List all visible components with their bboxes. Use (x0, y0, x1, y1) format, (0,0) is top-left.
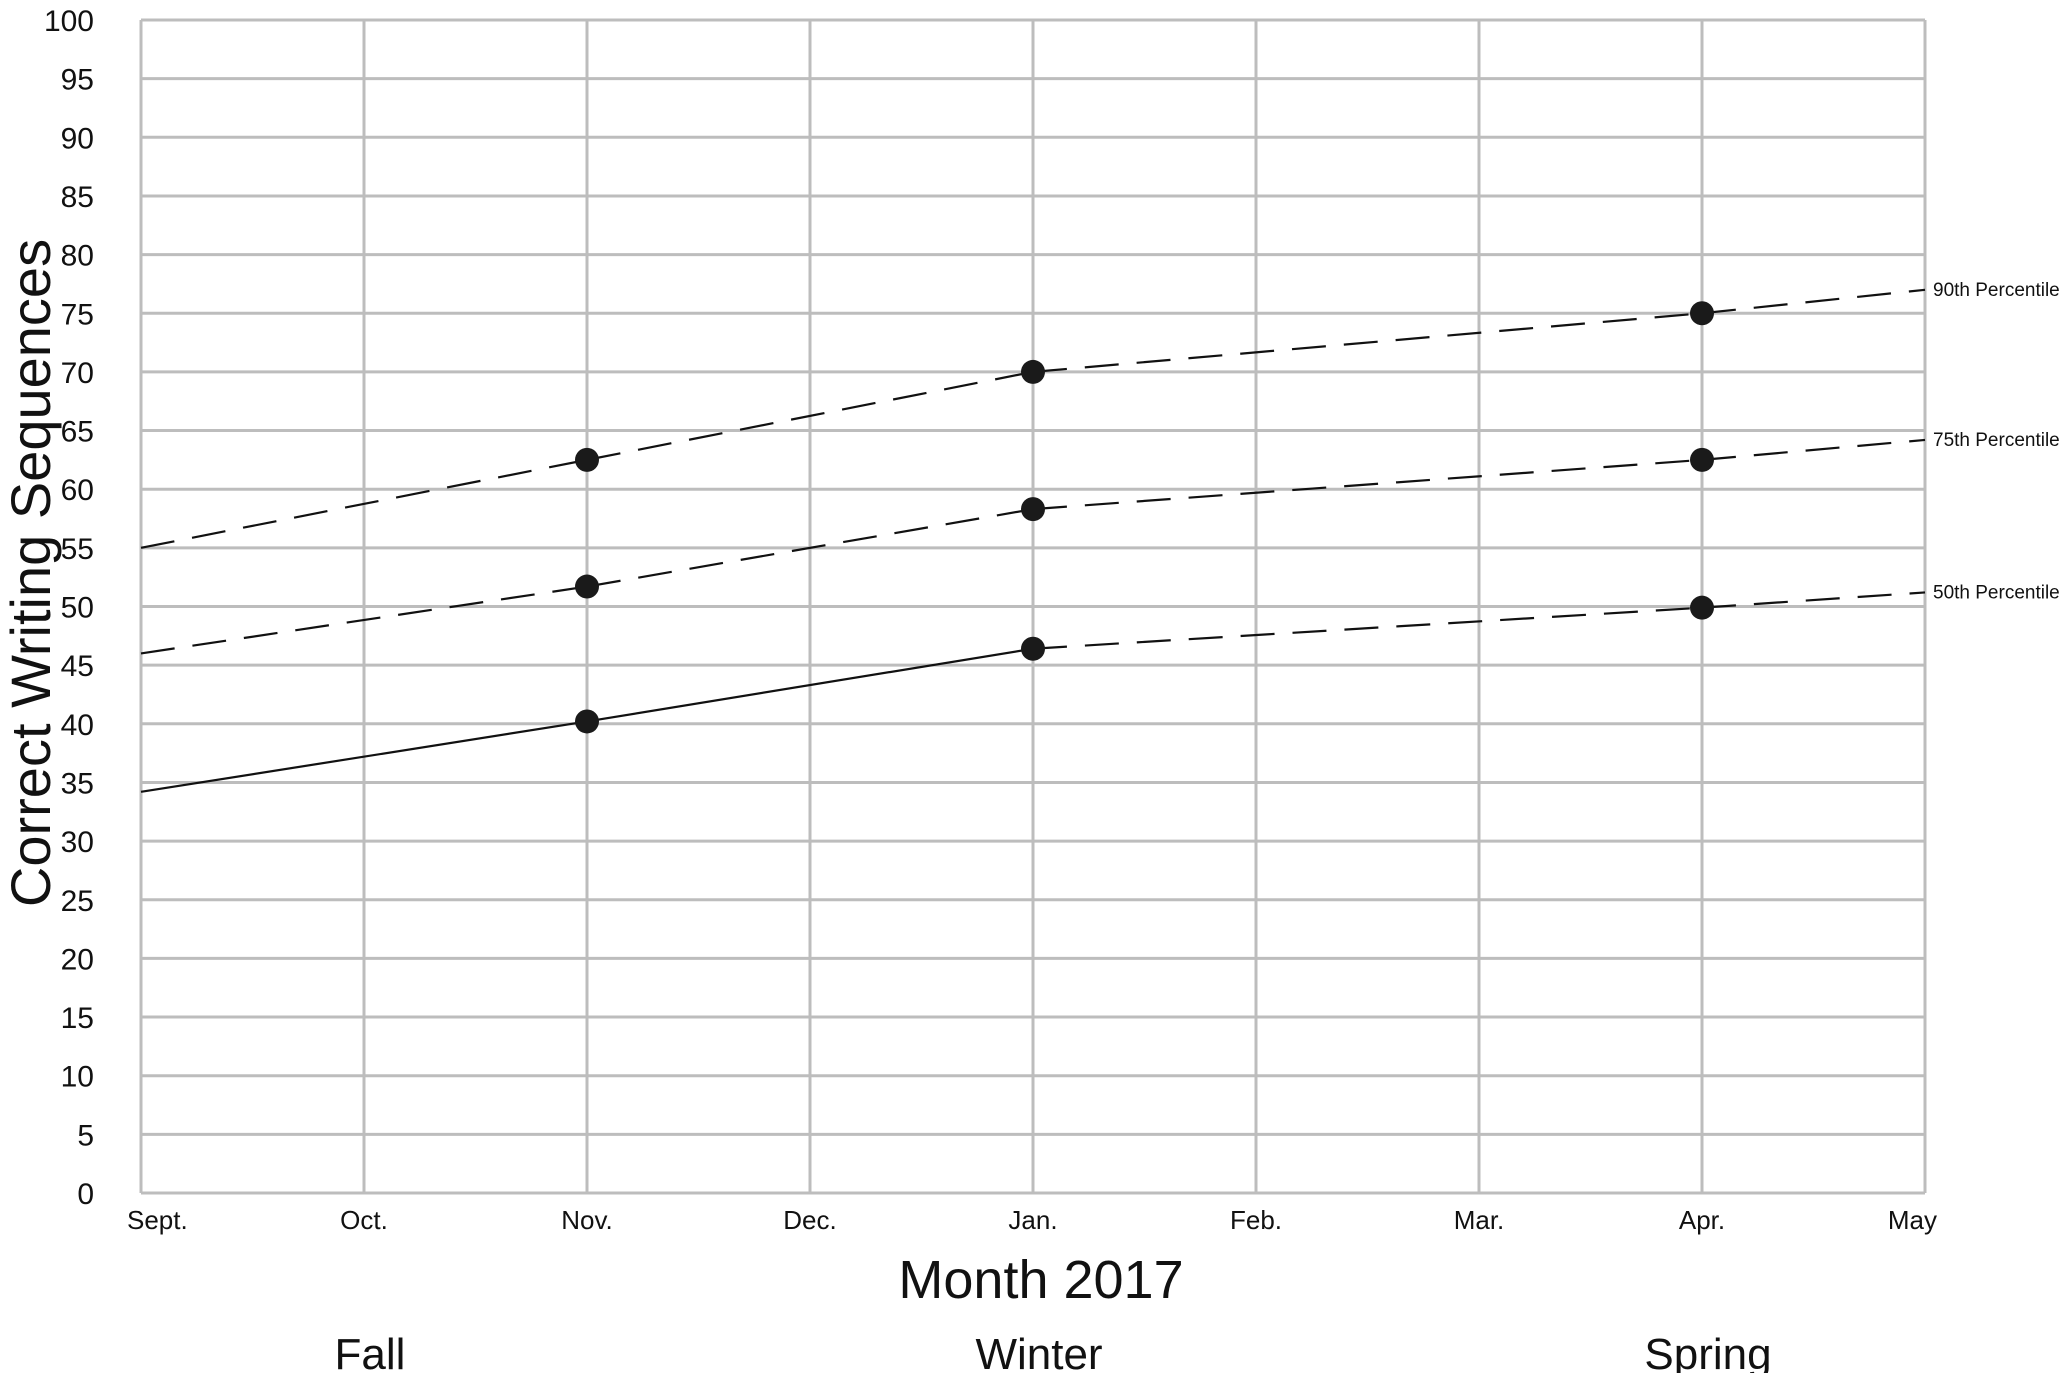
y-axis-title: Correct Writing Sequences (0, 239, 62, 907)
x-axis-title: Month 2017 (898, 1250, 1183, 1310)
series-line-segment (1032, 458, 1703, 511)
series-line-segment (586, 647, 1034, 723)
y-tick-label: 75 (61, 298, 94, 331)
x-tick-label: Sept. (127, 1205, 188, 1235)
series-line-segment (140, 720, 588, 793)
y-tick-label: 45 (61, 650, 94, 683)
series-line-segment (586, 508, 1034, 588)
y-tick-label: 100 (44, 5, 94, 38)
series-line-segment (1032, 606, 1703, 650)
x-tick-label: Nov. (561, 1205, 613, 1235)
y-tick-label: 40 (61, 709, 94, 742)
y-tick-label: 60 (61, 474, 94, 507)
season-labels: Fall Winter Spring (335, 1330, 1772, 1373)
series-line-segment (140, 585, 588, 655)
data-point (575, 574, 599, 599)
series-line-segment (1701, 591, 1926, 609)
series-line-segment (1701, 288, 1926, 315)
y-tick-label: 95 (61, 64, 94, 97)
data-point (1021, 359, 1045, 384)
data-point (1690, 447, 1714, 472)
series-line-segment (1032, 312, 1703, 373)
y-tick-label: 35 (61, 767, 94, 800)
y-tick-label: 80 (61, 240, 94, 273)
y-tick-label: 50 (61, 592, 94, 625)
series-line-segment (140, 458, 588, 549)
y-tick-label: 70 (61, 357, 94, 390)
y-tick-label: 25 (61, 885, 94, 918)
data-point (1690, 301, 1714, 326)
y-tick-label: 85 (61, 181, 94, 214)
series-points (575, 301, 1714, 734)
x-tick-label: Jan. (1008, 1205, 1057, 1235)
x-tick-labels: Sept. Oct. Nov. Dec. Jan. Feb. Mar. Apr. May (127, 1205, 1937, 1235)
data-point (575, 709, 599, 734)
data-point (1690, 595, 1714, 620)
series-lines (140, 288, 1926, 793)
y-tick-label: 30 (61, 826, 94, 859)
y-tick-label: 55 (61, 533, 94, 566)
x-tick-label: Dec. (783, 1205, 836, 1235)
x-tick-label: Feb. (1230, 1205, 1282, 1235)
series-label: 75th Percentile (1933, 430, 2060, 451)
data-point (575, 447, 599, 472)
data-point (1021, 497, 1045, 522)
grid (139, 18, 1927, 1195)
series-label: 50th Percentile (1933, 582, 2060, 603)
series-label: 90th Percentile (1933, 280, 2060, 301)
y-tick-label: 10 (61, 1061, 94, 1094)
x-tick-label: Oct. (340, 1205, 388, 1235)
y-tick-label: 20 (61, 943, 94, 976)
x-tick-label: Apr. (1679, 1205, 1725, 1235)
y-tick-label: 65 (61, 416, 94, 449)
series-line-segment (586, 370, 1034, 461)
y-tick-label: 0 (77, 1178, 94, 1211)
season-label: Winter (975, 1330, 1102, 1373)
data-point (1021, 636, 1045, 661)
season-label: Spring (1644, 1330, 1771, 1373)
y-tick-label: 5 (77, 1119, 94, 1152)
y-tick-label: 15 (61, 1002, 94, 1035)
season-label: Fall (335, 1330, 406, 1373)
x-tick-label: May (1888, 1205, 1937, 1235)
y-tick-label: 90 (61, 122, 94, 155)
series-line-segment (1701, 438, 1926, 461)
x-tick-label: Mar. (1454, 1205, 1505, 1235)
y-tick-labels: 0 5 10 15 20 25 30 35 40 45 50 55 60 65 70 75 80 85 90 95 10… (44, 5, 94, 1211)
series-labels: 90th Percentile 75th Percentile 50th Perce… (1933, 280, 2060, 604)
